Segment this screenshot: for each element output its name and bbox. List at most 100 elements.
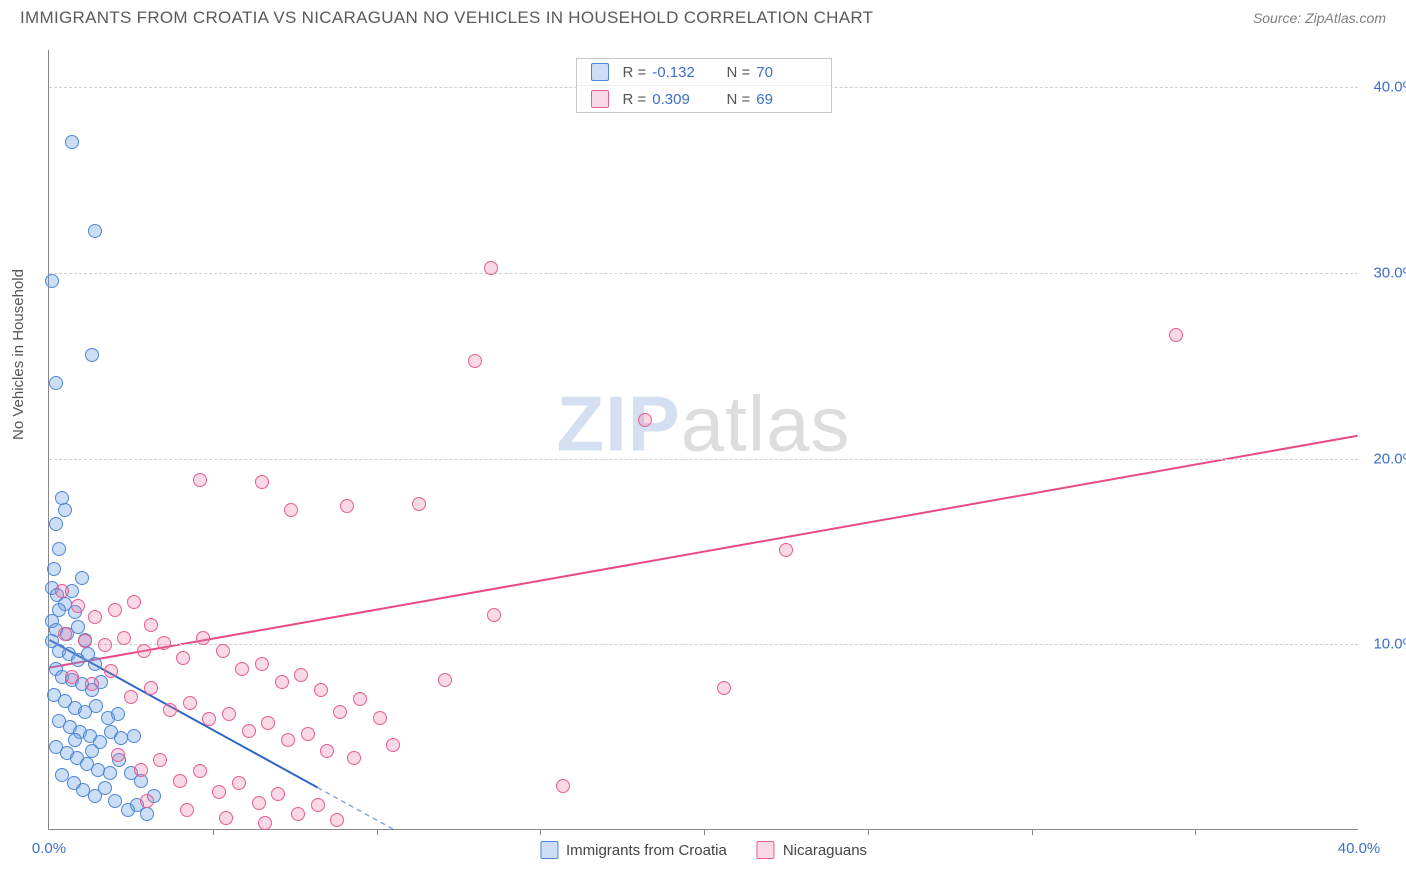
data-point xyxy=(291,807,305,821)
data-point xyxy=(88,224,102,238)
data-point xyxy=(373,711,387,725)
gridline-h xyxy=(49,644,1358,645)
data-point xyxy=(144,681,158,695)
data-point xyxy=(108,603,122,617)
data-point xyxy=(65,135,79,149)
x-tick xyxy=(540,829,541,835)
data-point xyxy=(85,744,99,758)
data-point xyxy=(153,753,167,767)
data-point xyxy=(55,584,69,598)
data-point xyxy=(111,707,125,721)
data-point xyxy=(45,274,59,288)
title-bar: IMMIGRANTS FROM CROATIA VS NICARAGUAN NO… xyxy=(0,0,1406,32)
legend-label: Immigrants from Croatia xyxy=(566,842,727,859)
legend-bottom-item: Immigrants from Croatia xyxy=(540,841,727,859)
x-tick xyxy=(868,829,869,835)
data-point xyxy=(85,348,99,362)
legend-r: R =-0.132 xyxy=(623,64,713,81)
legend-n: N =69 xyxy=(727,91,817,108)
x-tick xyxy=(1195,829,1196,835)
data-point xyxy=(320,744,334,758)
data-point xyxy=(255,475,269,489)
legend-bottom-item: Nicaraguans xyxy=(757,841,867,859)
data-point xyxy=(717,681,731,695)
data-point xyxy=(49,376,63,390)
data-point xyxy=(301,727,315,741)
data-point xyxy=(65,670,79,684)
data-point xyxy=(468,354,482,368)
data-point xyxy=(176,651,190,665)
data-point xyxy=(193,473,207,487)
data-point xyxy=(232,776,246,790)
data-point xyxy=(219,811,233,825)
data-point xyxy=(58,503,72,517)
data-point xyxy=(222,707,236,721)
legend-n: N =70 xyxy=(727,64,817,81)
data-point xyxy=(261,716,275,730)
data-point xyxy=(294,668,308,682)
x-tick xyxy=(704,829,705,835)
data-point xyxy=(71,620,85,634)
data-point xyxy=(114,731,128,745)
data-point xyxy=(255,657,269,671)
data-point xyxy=(183,696,197,710)
data-point xyxy=(140,794,154,808)
data-point xyxy=(75,571,89,585)
data-point xyxy=(71,599,85,613)
data-point xyxy=(258,816,272,830)
legend-r: R =0.309 xyxy=(623,91,713,108)
data-point xyxy=(386,738,400,752)
y-tick-label: 30.0% xyxy=(1373,264,1406,281)
gridline-h xyxy=(49,459,1358,460)
y-tick-label: 20.0% xyxy=(1373,450,1406,467)
x-tick-label: 0.0% xyxy=(32,840,66,857)
data-point xyxy=(88,610,102,624)
data-point xyxy=(52,542,66,556)
data-point xyxy=(111,748,125,762)
gridline-h xyxy=(49,273,1358,274)
data-point xyxy=(127,595,141,609)
data-point xyxy=(163,703,177,717)
data-point xyxy=(140,807,154,821)
data-point xyxy=(779,543,793,557)
x-tick-label: 40.0% xyxy=(1338,840,1381,857)
data-point xyxy=(85,677,99,691)
x-tick xyxy=(213,829,214,835)
data-point xyxy=(68,733,82,747)
data-point xyxy=(311,798,325,812)
data-point xyxy=(347,751,361,765)
data-point xyxy=(275,675,289,689)
data-point xyxy=(242,724,256,738)
data-point xyxy=(556,779,570,793)
legend-row: R =0.309 N =69 xyxy=(577,85,831,112)
data-point xyxy=(353,692,367,706)
data-point xyxy=(252,796,266,810)
data-point xyxy=(487,608,501,622)
data-point xyxy=(216,644,230,658)
data-point xyxy=(127,729,141,743)
data-point xyxy=(193,764,207,778)
legend-swatch xyxy=(540,841,558,859)
data-point xyxy=(212,785,226,799)
data-point xyxy=(314,683,328,697)
y-axis-label: No Vehicles in Household xyxy=(10,269,27,440)
data-point xyxy=(103,766,117,780)
data-point xyxy=(144,618,158,632)
data-point xyxy=(88,657,102,671)
correlation-legend: R =-0.132 N =70 R =0.309 N =69 xyxy=(576,58,832,113)
data-point xyxy=(173,774,187,788)
data-point xyxy=(638,413,652,427)
chart-plot-area: ZIPatlas R =-0.132N =70R =0.309N =69 Imm… xyxy=(48,50,1358,830)
data-point xyxy=(281,733,295,747)
source-label: Source: ZipAtlas.com xyxy=(1253,10,1386,26)
data-point xyxy=(235,662,249,676)
data-point xyxy=(1169,328,1183,342)
series-legend: Immigrants from Croatia Nicaraguans xyxy=(540,841,867,859)
data-point xyxy=(438,673,452,687)
data-point xyxy=(484,261,498,275)
data-point xyxy=(284,503,298,517)
data-point xyxy=(104,664,118,678)
legend-label: Nicaraguans xyxy=(783,842,867,859)
data-point xyxy=(52,603,66,617)
chart-title: IMMIGRANTS FROM CROATIA VS NICARAGUAN NO… xyxy=(20,8,873,28)
